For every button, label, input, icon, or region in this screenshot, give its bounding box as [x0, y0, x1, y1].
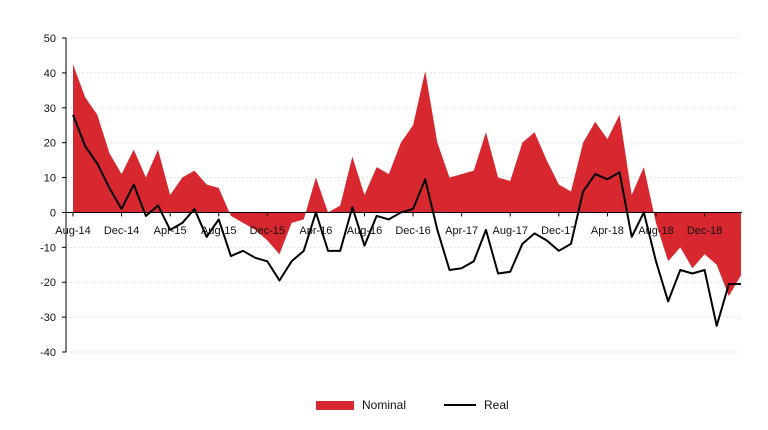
x-tick-label: Dec-18: [687, 225, 722, 237]
x-tick-labels: Aug-14 Dec-14 Apr-15 Aug-15 Dec-15 Apr-16 Aug-…: [55, 225, 722, 237]
y-tick-label: 0: [50, 207, 56, 219]
x-tick-label: Apr-18: [591, 225, 624, 237]
x-tick-label: Apr-17: [445, 225, 478, 237]
legend-label-nominal: Nominal: [362, 398, 407, 412]
x-tick-label: Aug-14: [55, 225, 90, 237]
nominal-area-layer: [73, 64, 741, 297]
x-tick-label: Dec-14: [104, 225, 139, 237]
x-tick-label: Aug-16: [347, 225, 382, 237]
real-line-layer: [72, 114, 741, 327]
real-line: [72, 114, 741, 327]
x-tick-label: Dec-15: [250, 225, 285, 237]
x-tick-label: Dec-16: [395, 225, 430, 237]
y-tick-label: 50: [44, 33, 56, 45]
x-tick-label: Apr-15: [154, 225, 187, 237]
x-tick-label: Aug-15: [201, 225, 236, 237]
y-tick-label: 20: [44, 138, 56, 150]
x-tick-label: Dec-17: [541, 225, 576, 237]
x-tick-label: Aug-18: [638, 225, 673, 237]
y-tick-label: 30: [44, 103, 56, 115]
legend-item-nominal: Nominal: [316, 398, 406, 412]
axes: [62, 37, 742, 353]
legend-item-real: Real: [444, 398, 509, 412]
x-tick-label: Apr-16: [299, 225, 332, 237]
y-tick-label: -10: [40, 242, 56, 254]
y-tick-label: -30: [40, 312, 56, 324]
legend-swatch-nominal: [316, 400, 354, 410]
legend-swatch-real: [444, 404, 476, 406]
legend: Nominal Real: [0, 398, 768, 420]
y-tick-label: -40: [40, 347, 56, 359]
y-tick-label: -20: [40, 277, 56, 289]
y-tick-labels: 50 40 30 20 10 0 -10 -20 -30 -40: [40, 33, 56, 359]
y-tick-label: 40: [44, 68, 56, 80]
nominal-area: [73, 64, 741, 297]
x-tick-label: Aug-17: [492, 225, 527, 237]
y-tick-label: 10: [44, 173, 56, 185]
legend-label-real: Real: [484, 398, 509, 412]
